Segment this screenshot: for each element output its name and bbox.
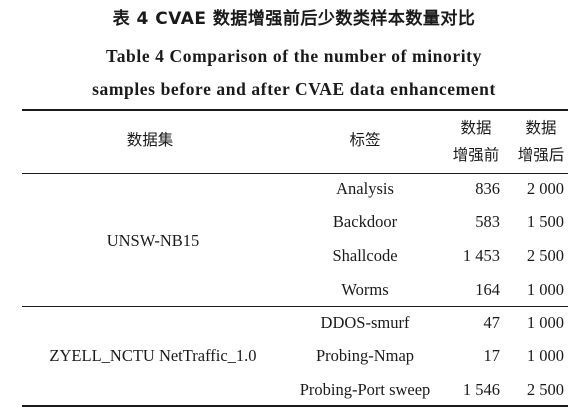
table-caption-en-line2: samples before and after CVAE data enhan…	[92, 79, 496, 99]
row-label: Analysis	[336, 179, 394, 198]
header-after-line2: 增强后	[517, 146, 565, 164]
row-label: Shallcode	[332, 246, 398, 265]
row-before-value: 164	[475, 280, 500, 299]
row-before-value: 836	[475, 179, 500, 198]
row-after-value: 1 500	[526, 212, 564, 231]
row-before-value: 17	[483, 346, 501, 365]
header-after-line1: 数据	[525, 119, 557, 137]
table-bottom-rule	[22, 405, 568, 407]
table-caption-cn: 表 4 CVAE 数据增强前后少数类样本数量对比	[112, 9, 476, 29]
row-label: DDOS-smurf	[320, 313, 410, 332]
row-label: Probing-Nmap	[315, 346, 415, 365]
row-after-value: 2 500	[526, 380, 564, 399]
header-label: 标签	[349, 131, 381, 149]
header-before-line1: 数据	[460, 119, 492, 137]
row-label: Probing-Port sweep	[299, 380, 431, 399]
dataset-name: UNSW-NB15	[106, 231, 200, 250]
row-label: Backdoor	[332, 212, 398, 231]
header-before-line2: 增强前	[452, 146, 500, 164]
row-before-value: 47	[483, 313, 501, 332]
row-after-value: 2 000	[526, 179, 564, 198]
dataset-name: ZYELL_NCTU NetTraffic_1.0	[49, 346, 257, 365]
row-after-value: 1 000	[526, 346, 564, 365]
row-after-value: 2 500	[526, 246, 564, 265]
table-header-rule	[22, 173, 568, 174]
row-label: Worms	[341, 280, 389, 299]
row-after-value: 1 000	[526, 313, 564, 332]
row-before-value: 1 546	[462, 380, 500, 399]
header-dataset: 数据集	[126, 131, 174, 149]
table-top-rule	[22, 109, 568, 111]
group-separator-rule	[22, 306, 568, 307]
row-before-value: 583	[475, 212, 500, 231]
row-before-value: 1 453	[462, 246, 500, 265]
table-caption-en-line1: Table 4 Comparison of the number of mino…	[106, 46, 482, 66]
row-after-value: 1 000	[526, 280, 564, 299]
